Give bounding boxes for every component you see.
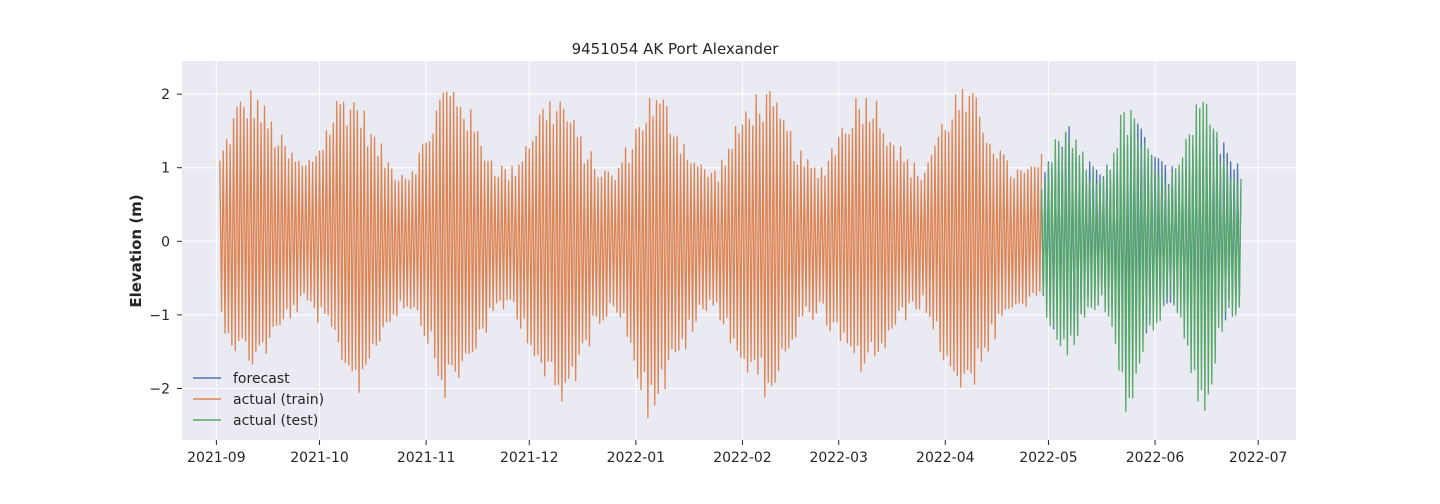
x-tick-label: 2022-01: [607, 450, 666, 466]
x-tick-label: 2022-06: [1126, 450, 1185, 466]
legend-label: actual (train): [233, 392, 324, 408]
legend-label: actual (test): [233, 413, 318, 429]
x-tick-label: 2022-02: [713, 450, 772, 466]
y-tick-label: 0: [161, 234, 170, 250]
x-tick-label: 2022-05: [1019, 450, 1078, 466]
series-line-actual-train: [219, 88, 1043, 419]
series-lines: [219, 88, 1242, 419]
x-tick-label: 2021-10: [290, 450, 349, 466]
legend: forecast actual (train) actual (test): [193, 371, 324, 429]
x-tick-label: 2021-09: [187, 450, 246, 466]
y-tick-label: 2: [161, 87, 170, 103]
plot-background: [182, 61, 1296, 440]
chart-title: 9451054 AK Port Alexander: [572, 40, 780, 58]
x-tick-label: 2021-12: [500, 450, 559, 466]
x-tick-label: 2022-07: [1229, 450, 1288, 466]
series-line-actual-test: [1040, 101, 1242, 413]
x-tick-label: 2022-03: [809, 450, 868, 466]
x-tick-label: 2021-11: [397, 450, 456, 466]
x-axis-ticks: 2021-09 2021-10 2021-11 2021-12 2022-01 2022-…: [187, 440, 1287, 466]
y-tick-label: −1: [149, 308, 170, 324]
legend-label: forecast: [233, 371, 290, 387]
y-axis-ticks: −2 −1 0 1 2: [149, 87, 182, 397]
y-tick-label: 1: [161, 161, 170, 177]
x-tick-label: 2022-04: [916, 450, 975, 466]
y-tick-label: −2: [149, 381, 170, 397]
y-axis-label: Elevation (m): [127, 194, 145, 307]
